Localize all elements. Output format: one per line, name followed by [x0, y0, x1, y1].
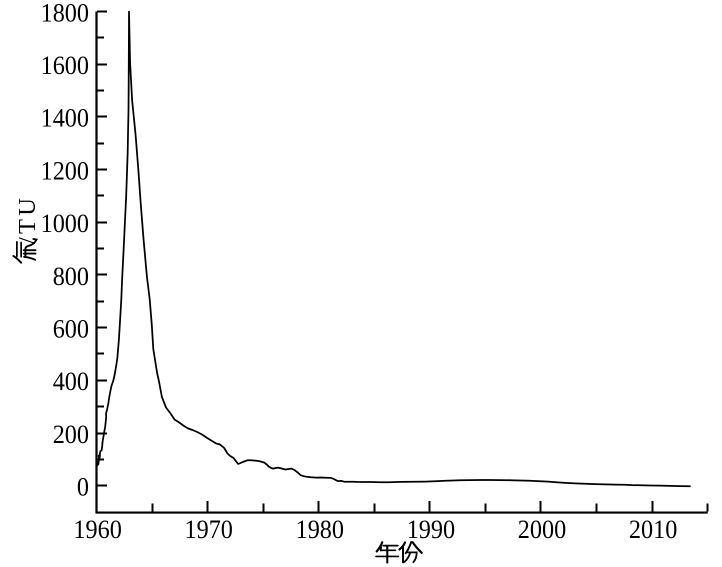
svg-text:800: 800 — [53, 261, 89, 291]
svg-text:1200: 1200 — [41, 155, 89, 185]
svg-text:1990: 1990 — [407, 514, 455, 544]
svg-text:2000: 2000 — [518, 514, 566, 544]
svg-text:400: 400 — [53, 366, 89, 396]
svg-text:1400: 1400 — [41, 103, 89, 133]
svg-text:200: 200 — [53, 419, 89, 449]
svg-text:2010: 2010 — [629, 514, 677, 544]
svg-text:1980: 1980 — [296, 514, 344, 544]
svg-text:600: 600 — [53, 313, 89, 343]
svg-text:1000: 1000 — [41, 208, 89, 238]
svg-text:1960: 1960 — [73, 514, 121, 544]
svg-text:0: 0 — [77, 472, 89, 502]
svg-text:1970: 1970 — [185, 514, 233, 544]
svg-text:1600: 1600 — [41, 50, 89, 80]
svg-text:1800: 1800 — [41, 0, 89, 27]
